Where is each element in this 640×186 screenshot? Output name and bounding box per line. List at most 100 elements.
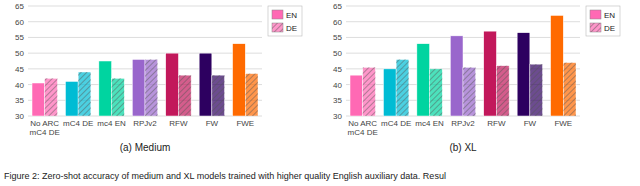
bar-hatch xyxy=(245,74,258,116)
legend-swatch-hatch xyxy=(590,23,601,32)
bar xyxy=(350,75,363,116)
y-tick-label: 35 xyxy=(333,96,342,105)
y-tick-label: 55 xyxy=(333,33,342,42)
bar xyxy=(199,53,212,116)
bar xyxy=(450,36,463,116)
y-tick-label: 40 xyxy=(333,81,342,90)
grid-line xyxy=(28,53,262,54)
bar xyxy=(166,53,179,116)
y-tick-label: 45 xyxy=(15,65,24,74)
bar xyxy=(551,15,564,116)
x-tick-label: RPJv2 xyxy=(133,119,157,128)
legend-swatch-hatch xyxy=(272,23,283,32)
x-tick-label: RFW xyxy=(487,119,506,128)
legend: EN DE xyxy=(268,6,302,36)
bar-hatch xyxy=(463,67,476,116)
x-tick-label: mC4 DE xyxy=(381,119,411,128)
x-tick-label-line: No ARC xyxy=(30,119,59,128)
panel: 3035404550556065No ARCmC4 DEmC4 DEmc4 EN… xyxy=(333,2,620,153)
caption: Figure 2: Zero-shot accuracy of medium a… xyxy=(4,171,446,181)
y-tick-label: 35 xyxy=(15,96,24,105)
y-tick-label: 65 xyxy=(15,2,24,11)
panel-title: (b) XL xyxy=(449,142,477,153)
bar xyxy=(233,44,246,116)
grid-line xyxy=(346,21,580,22)
bar xyxy=(463,67,476,116)
bar xyxy=(45,78,58,116)
bar xyxy=(112,78,125,116)
bar xyxy=(245,74,258,116)
x-tick-label-line: RFW xyxy=(487,119,506,128)
y-tick-label: 30 xyxy=(15,112,24,121)
bar xyxy=(517,33,530,116)
y-tick-label: 60 xyxy=(333,18,342,27)
x-tick-label-line: FWE xyxy=(554,119,572,128)
x-tick-label-line: mC4 DE xyxy=(348,128,378,137)
grid-line xyxy=(28,21,262,22)
legend-label: EN xyxy=(286,11,297,20)
x-tick-label: FWE xyxy=(554,119,572,128)
grid-line xyxy=(28,37,262,38)
bar xyxy=(78,72,91,116)
bar xyxy=(530,64,543,116)
legend: ENDE xyxy=(586,6,620,36)
bar xyxy=(430,69,443,116)
x-tick-label-line: mC4 DE xyxy=(63,119,93,128)
y-tick-label: 50 xyxy=(333,49,342,58)
bar xyxy=(383,69,396,116)
bar-hatch xyxy=(145,59,158,116)
bar xyxy=(178,75,191,116)
x-tick-label: FW xyxy=(206,119,219,128)
legend-swatch xyxy=(590,23,601,32)
x-tick-label-line: RPJv2 xyxy=(451,119,475,128)
x-tick-label-line: RPJv2 xyxy=(133,119,157,128)
figure: 3035404550556065No ARCmC4 DEmC4 DEmc4 EN… xyxy=(0,0,640,186)
legend-swatch xyxy=(272,23,283,32)
y-tick-label: 40 xyxy=(15,81,24,90)
bar-hatch xyxy=(496,66,509,116)
panel-title: (a) Medium xyxy=(120,142,171,153)
bar-hatch xyxy=(178,75,191,116)
y-tick-label: 65 xyxy=(333,2,342,11)
x-tick-label-line: FWE xyxy=(236,119,254,128)
bar xyxy=(145,59,158,116)
grid-line xyxy=(346,6,580,7)
bars xyxy=(350,15,576,116)
bar xyxy=(65,81,78,116)
legend-swatch xyxy=(590,10,601,19)
bar-hatch xyxy=(530,64,543,116)
x-tick-label: mc4 EN xyxy=(97,119,126,128)
x-tick-label-line: mc4 EN xyxy=(415,119,444,128)
bar-hatch xyxy=(363,67,376,116)
x-tick-label: FWE xyxy=(236,119,254,128)
bar xyxy=(212,75,225,116)
legend-label: EN xyxy=(604,11,615,20)
bar-hatch xyxy=(563,63,576,116)
x-tick-label-line: mC4 DE xyxy=(30,128,60,137)
legend-label: DE xyxy=(286,24,297,33)
bar xyxy=(32,83,45,116)
bar xyxy=(99,61,112,116)
legend-box xyxy=(268,6,302,36)
x-tick-label-line: FW xyxy=(524,119,537,128)
panel: 3035404550556065No ARCmC4 DEmC4 DEmc4 EN… xyxy=(15,2,302,153)
x-tick-label: mc4 EN xyxy=(415,119,444,128)
bar-hatch xyxy=(112,78,125,116)
legend-swatch xyxy=(272,10,283,19)
x-tick-label: RFW xyxy=(169,119,188,128)
bar-hatch xyxy=(45,78,58,116)
y-tick-label: 55 xyxy=(15,33,24,42)
bar xyxy=(563,63,576,116)
bar xyxy=(396,59,409,116)
bar-hatch xyxy=(212,75,225,116)
x-tick-label-line: FW xyxy=(206,119,219,128)
bar-hatch xyxy=(430,69,443,116)
y-tick-label: 45 xyxy=(333,65,342,74)
x-tick-label: FW xyxy=(524,119,537,128)
bar xyxy=(484,31,497,116)
bar-hatch xyxy=(396,59,409,116)
x-tick-label: mC4 DE xyxy=(63,119,93,128)
bar xyxy=(496,66,509,116)
legend-box xyxy=(586,6,620,36)
bars xyxy=(32,44,258,116)
